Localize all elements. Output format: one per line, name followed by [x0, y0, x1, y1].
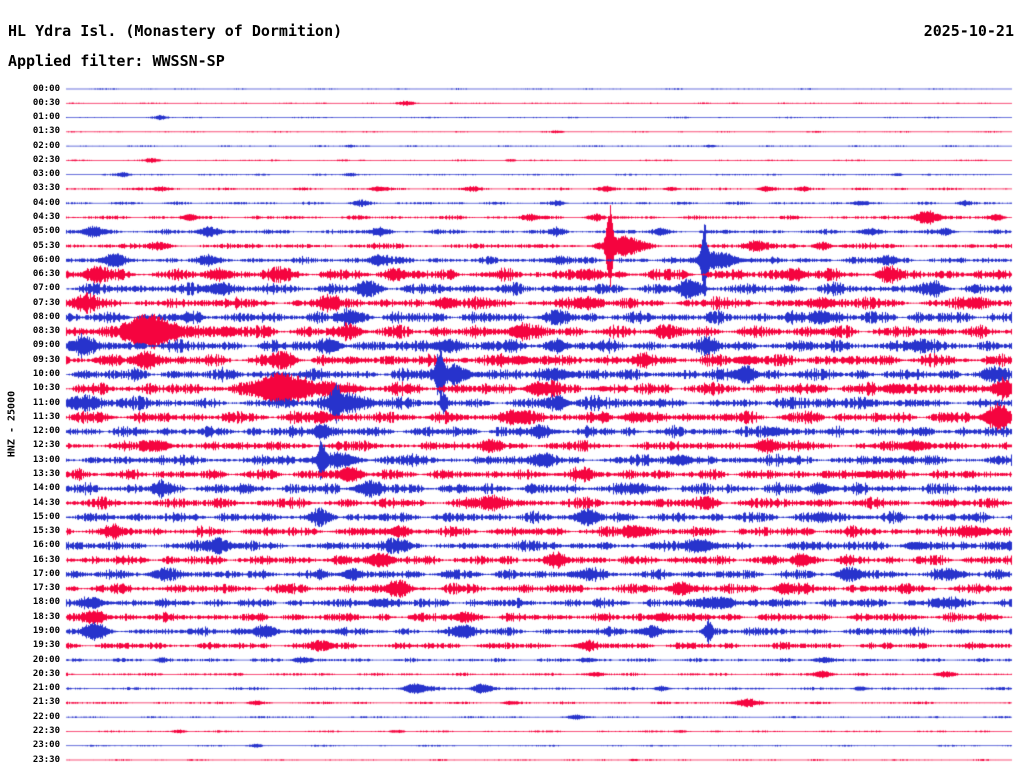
time-label: 03:30: [32, 183, 60, 194]
time-label: 10:30: [32, 383, 60, 394]
time-label: 22:30: [32, 725, 60, 736]
time-label: 00:00: [32, 83, 60, 94]
time-axis: 00:00 00:30 01:00 01:30 02:00 02:30 03:00 03:30…: [0, 0, 64, 780]
time-label: 16:30: [32, 554, 60, 565]
time-label: 20:00: [32, 654, 60, 665]
time-label: 12:00: [32, 426, 60, 437]
time-label: 01:00: [32, 112, 60, 123]
time-label: 12:30: [32, 440, 60, 451]
time-label: 15:00: [32, 511, 60, 522]
time-label: 09:00: [32, 340, 60, 351]
time-label: 11:00: [32, 397, 60, 408]
date-label: 2025-10-21: [923, 22, 1014, 40]
time-label: 03:00: [32, 169, 60, 180]
time-label: 04:00: [32, 197, 60, 208]
time-label: 05:30: [32, 240, 60, 251]
time-label: 10:00: [32, 369, 60, 380]
station-title: HL Ydra Isl. (Monastery of Dormition): [8, 22, 343, 40]
time-label: 19:30: [32, 640, 60, 651]
time-label: 23:00: [32, 740, 60, 751]
time-label: 08:30: [32, 326, 60, 337]
time-label: 06:00: [32, 254, 60, 265]
time-label: 08:00: [32, 311, 60, 322]
time-label: 04:30: [32, 211, 60, 222]
time-label: 18:00: [32, 597, 60, 608]
time-label: 20:30: [32, 668, 60, 679]
time-label: 19:00: [32, 626, 60, 636]
time-label: 11:30: [32, 411, 60, 422]
time-label: 09:30: [32, 354, 60, 365]
time-label: 23:30: [32, 754, 60, 765]
time-label: 02:30: [32, 154, 60, 165]
time-label: 21:30: [32, 697, 60, 708]
filter-label: Applied filter: WWSSN-SP: [8, 52, 225, 70]
time-label: 01:30: [32, 126, 60, 137]
time-label: 14:00: [32, 483, 60, 494]
time-label: 00:30: [32, 97, 60, 108]
time-label: 07:00: [32, 283, 60, 294]
time-label: 15:30: [32, 526, 60, 537]
time-label: 17:00: [32, 568, 60, 579]
time-label: 13:30: [32, 468, 60, 479]
time-label: 16:00: [32, 540, 60, 551]
time-label: 02:00: [32, 140, 60, 151]
time-label: 14:30: [32, 497, 60, 508]
time-label: 07:30: [32, 297, 60, 308]
time-label: 21:00: [32, 683, 60, 694]
time-label: 22:00: [32, 711, 60, 722]
time-label: 06:30: [32, 269, 60, 280]
time-label: 05:00: [32, 226, 60, 237]
time-label: 13:00: [32, 454, 60, 465]
time-label: 17:30: [32, 583, 60, 594]
time-label: 18:30: [32, 611, 60, 622]
